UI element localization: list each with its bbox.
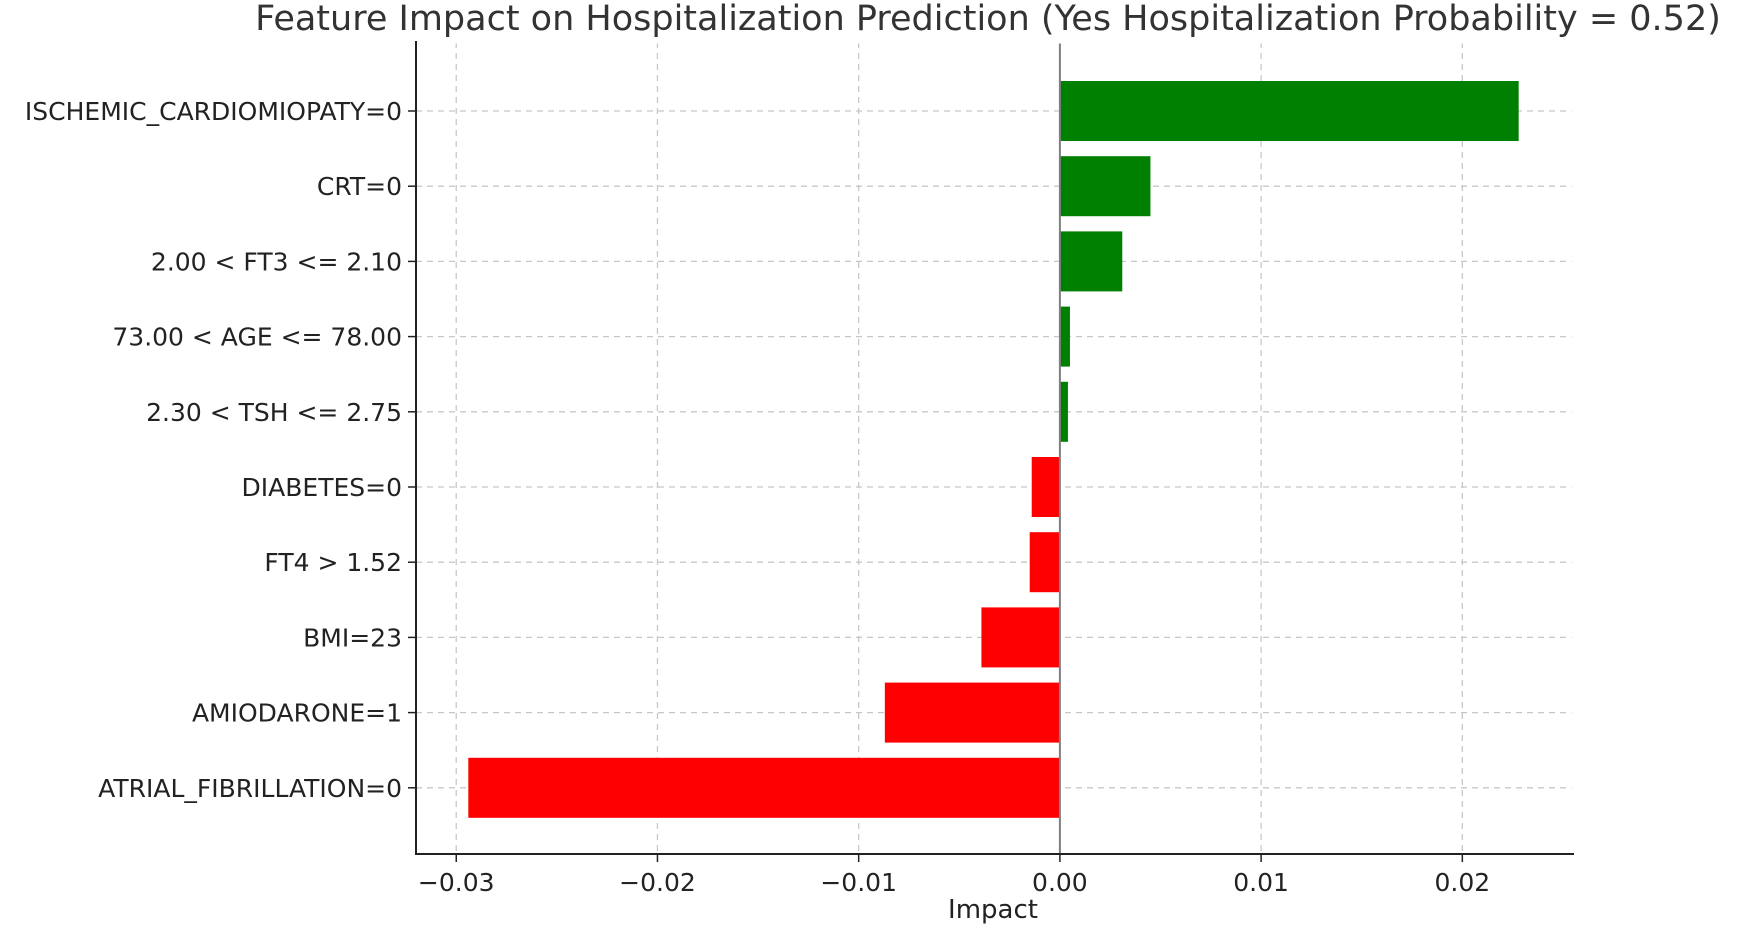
bar (1059, 306, 1070, 367)
y-tick-label: BMI=23 (303, 623, 402, 652)
x-tick-label: 0.01 (1233, 868, 1289, 897)
x-axis-ticks: −0.03 −0.02 −0.01 0.00 0.01 0.02 (418, 854, 1490, 897)
x-tick-label: 0.00 (1032, 868, 1088, 897)
y-tick-label: FT4 > 1.52 (264, 548, 402, 577)
bar (468, 757, 1060, 818)
bar (981, 607, 1060, 668)
y-tick-label: 73.00 < AGE <= 78.00 (112, 323, 402, 352)
x-tick-label: 0.02 (1434, 868, 1490, 897)
y-tick-label: AMIODARONE=1 (192, 699, 402, 728)
bar (884, 682, 1060, 743)
y-axis-ticks: ISCHEMIC_CARDIOMIOPATY=0 CRT=0 2.00 < FT3 … (25, 97, 416, 803)
y-tick-label: 2.30 < TSH <= 2.75 (146, 398, 402, 427)
y-tick-label: ISCHEMIC_CARDIOMIOPATY=0 (25, 97, 402, 126)
x-axis-label: Impact (948, 895, 1038, 925)
x-tick-label: −0.02 (619, 868, 696, 897)
y-tick-label: ATRIAL_FIBRILLATION=0 (98, 774, 402, 803)
bars (468, 81, 1519, 818)
x-tick-label: −0.03 (418, 868, 495, 897)
y-tick-label: 2.00 < FT3 <= 2.10 (151, 247, 402, 276)
bar (1059, 81, 1519, 141)
bar (1029, 532, 1060, 593)
y-tick-label: CRT=0 (317, 172, 402, 201)
bar (1031, 457, 1060, 517)
chart-title: Feature Impact on Hospitalization Predic… (255, 0, 1721, 39)
bar (1059, 156, 1151, 217)
y-tick-label: DIABETES=0 (242, 473, 402, 502)
bar (1059, 381, 1068, 442)
bar (1059, 231, 1123, 292)
x-tick-label: −0.01 (820, 868, 897, 897)
